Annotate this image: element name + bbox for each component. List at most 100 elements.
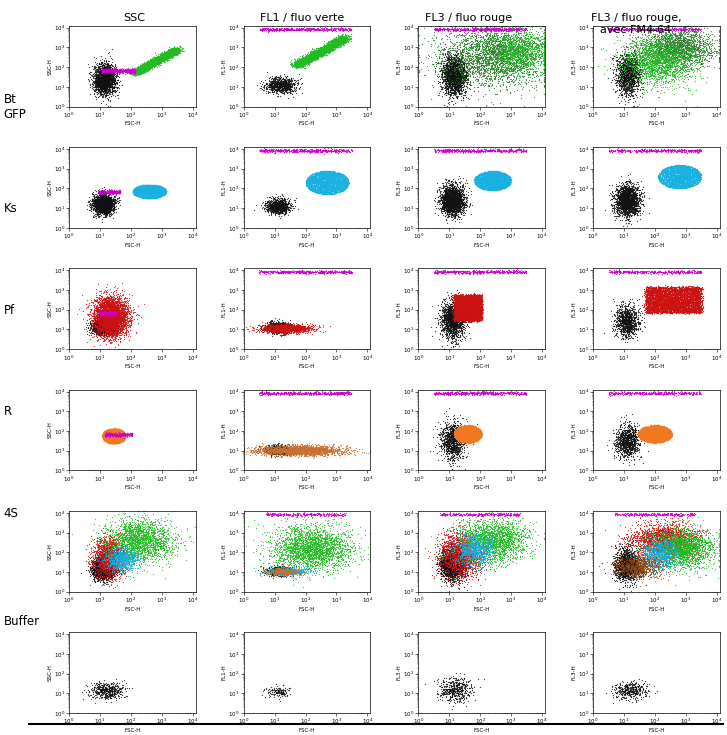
Point bbox=[314, 539, 326, 551]
Point bbox=[617, 197, 629, 209]
Point bbox=[658, 532, 670, 544]
Point bbox=[656, 292, 667, 304]
Point bbox=[615, 442, 627, 454]
Point bbox=[646, 436, 658, 448]
Point bbox=[686, 288, 697, 300]
Point bbox=[97, 320, 109, 332]
Point bbox=[100, 432, 112, 444]
Point bbox=[327, 183, 339, 195]
Point bbox=[313, 46, 324, 58]
Point bbox=[453, 560, 465, 572]
Point bbox=[103, 295, 114, 307]
Point bbox=[470, 176, 482, 188]
Point bbox=[661, 298, 672, 309]
Point bbox=[483, 266, 495, 278]
Point bbox=[480, 23, 491, 35]
Point bbox=[313, 183, 324, 195]
Point bbox=[102, 437, 113, 448]
Point bbox=[446, 558, 458, 570]
Point bbox=[610, 320, 622, 331]
Point bbox=[146, 54, 158, 66]
Point bbox=[623, 198, 635, 209]
Point bbox=[137, 186, 149, 198]
Point bbox=[143, 58, 155, 70]
Point bbox=[105, 193, 117, 205]
Point bbox=[465, 294, 476, 306]
Point bbox=[321, 181, 332, 193]
Point bbox=[656, 50, 668, 62]
Point bbox=[121, 66, 132, 78]
Point bbox=[105, 546, 117, 558]
Point bbox=[99, 329, 111, 341]
Point bbox=[509, 57, 521, 68]
Point bbox=[100, 433, 111, 445]
Point bbox=[493, 387, 505, 398]
Point bbox=[457, 534, 469, 546]
Point bbox=[446, 190, 458, 202]
Point bbox=[115, 65, 126, 77]
Point bbox=[265, 314, 277, 326]
Point bbox=[670, 294, 681, 306]
Point bbox=[467, 291, 478, 303]
Point bbox=[657, 48, 669, 60]
Point bbox=[137, 189, 148, 201]
Point bbox=[493, 166, 505, 178]
Point bbox=[137, 190, 149, 201]
Point bbox=[324, 184, 335, 196]
Point bbox=[281, 79, 292, 90]
Point bbox=[113, 551, 124, 562]
Point bbox=[450, 65, 462, 77]
Point bbox=[327, 168, 339, 179]
Point bbox=[615, 432, 627, 444]
Point bbox=[470, 315, 482, 326]
Point bbox=[140, 187, 152, 199]
Point bbox=[445, 553, 457, 564]
Point bbox=[260, 691, 271, 703]
Point bbox=[654, 545, 665, 556]
Point bbox=[106, 567, 118, 579]
Point bbox=[340, 177, 351, 189]
Point bbox=[668, 265, 680, 277]
Point bbox=[118, 308, 129, 320]
Point bbox=[318, 553, 330, 564]
Point bbox=[273, 323, 284, 334]
Point bbox=[663, 38, 675, 50]
Point bbox=[308, 548, 319, 560]
Point bbox=[339, 35, 350, 46]
Point bbox=[142, 60, 154, 71]
Point bbox=[134, 187, 145, 199]
Point bbox=[273, 322, 285, 334]
Point bbox=[469, 309, 481, 321]
Point bbox=[665, 43, 677, 54]
Point bbox=[124, 321, 136, 333]
Point bbox=[621, 312, 632, 324]
Point bbox=[139, 59, 150, 71]
Point bbox=[618, 417, 630, 429]
Point bbox=[694, 292, 705, 304]
Point bbox=[276, 320, 287, 332]
Point bbox=[260, 22, 271, 34]
Point bbox=[445, 198, 457, 209]
Point bbox=[309, 179, 321, 190]
Point bbox=[106, 432, 118, 444]
Point bbox=[110, 434, 121, 445]
Point bbox=[147, 57, 158, 69]
Point bbox=[132, 528, 144, 540]
Point bbox=[103, 427, 114, 439]
Point bbox=[704, 37, 715, 49]
Point bbox=[503, 179, 515, 191]
Point bbox=[616, 59, 627, 71]
Point bbox=[273, 324, 284, 336]
Point bbox=[89, 692, 100, 704]
Point bbox=[662, 165, 674, 177]
Point bbox=[619, 306, 630, 318]
Point bbox=[645, 305, 656, 317]
Point bbox=[619, 692, 631, 703]
Point bbox=[273, 564, 285, 576]
Point bbox=[459, 267, 470, 279]
Point bbox=[658, 423, 670, 435]
Point bbox=[656, 46, 668, 58]
Point bbox=[95, 323, 107, 334]
Point bbox=[457, 545, 469, 556]
Point bbox=[494, 550, 506, 562]
